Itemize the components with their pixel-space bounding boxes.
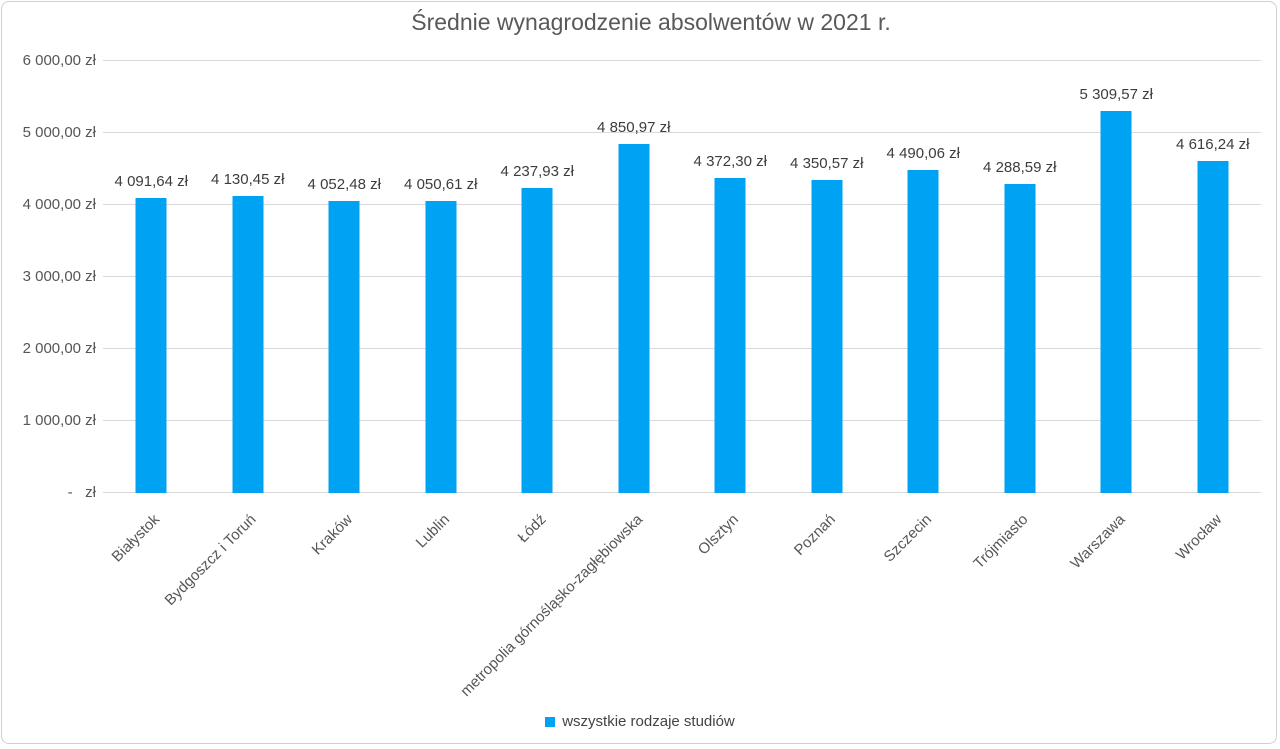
y-axis: - zł 1 000,00 zł 2 000,00 zł 3 000,00 zł 4 0…	[0, 52, 96, 501]
category-label: Trójmiasto	[970, 511, 1032, 573]
bar-slot: 5 309,57 zł	[1068, 61, 1165, 493]
bar-value-label: 4 372,30 zł	[693, 153, 767, 171]
bar-slot: 4 372,30 zł	[682, 61, 779, 493]
y-tick-label: 2 000,00 zł	[22, 340, 96, 357]
category-label: Olsztyn	[694, 511, 743, 559]
bar	[1197, 160, 1229, 493]
bar	[618, 143, 650, 493]
bar-slot: 4 091,64 zł	[103, 61, 200, 493]
gridline	[103, 420, 1261, 421]
bar	[1004, 184, 1036, 493]
y-tick-label: 4 000,00 zł	[22, 196, 96, 213]
y-tick-label: 1 000,00 zł	[22, 412, 96, 429]
bar-slot: 4 130,45 zł	[200, 61, 297, 493]
bar	[714, 178, 746, 493]
bar-slot: 4 237,93 zł	[489, 61, 586, 493]
category-label: Warszawa	[1067, 511, 1129, 573]
y-tick-label: - zł	[67, 484, 96, 501]
bar-value-label: 4 616,24 zł	[1176, 135, 1250, 153]
bar-value-label: 4 288,59 zł	[983, 159, 1057, 177]
bar-slot: 4 350,57 zł	[779, 61, 876, 493]
bar-value-label: 4 490,06 zł	[886, 144, 960, 162]
gridline	[103, 348, 1261, 349]
category-label: Łódź	[514, 511, 550, 547]
legend: wszystkie rodzaje studiów	[0, 713, 1280, 730]
category-label: Bydgoszcz i Toruń	[161, 511, 260, 609]
legend-swatch-icon	[545, 716, 556, 727]
bar-slot: 4 288,59 zł	[972, 61, 1069, 493]
bar-slot: 4 052,48 zł	[296, 61, 393, 493]
category-label: Białystok	[108, 511, 164, 566]
bar-value-label: 4 050,61 zł	[404, 176, 478, 194]
bar-value-label: 4 130,45 zł	[211, 170, 285, 188]
bar	[521, 187, 553, 493]
gridline	[103, 204, 1261, 205]
bar-value-label: 4 350,57 zł	[790, 154, 864, 172]
gridline	[103, 60, 1261, 61]
plot-area: 4 091,64 zł 4 130,45 zł 4 052,48 zł 4 050,6…	[103, 60, 1261, 493]
bar	[425, 201, 457, 493]
category-label: Wrocław	[1172, 511, 1225, 564]
bar-value-label: 5 309,57 zł	[1079, 85, 1153, 103]
bar	[328, 201, 360, 493]
bar-value-label: 4 091,64 zł	[114, 173, 188, 191]
y-tick-label: 5 000,00 zł	[22, 124, 96, 141]
category-label: Szczecin	[880, 511, 936, 566]
bar	[135, 198, 167, 493]
x-axis: Białystok Bydgoszcz i Toruń Kraków Lublin Łó…	[103, 493, 1261, 713]
category-label: Poznań	[790, 511, 839, 559]
bar	[232, 195, 264, 493]
category-label: Kraków	[308, 511, 357, 559]
gridline	[103, 492, 1261, 493]
category-label: metropolia górnośląsko-zagłębiowska	[456, 511, 646, 700]
bar-value-label: 4 052,48 zł	[307, 176, 381, 194]
bar-slot: 4 616,24 zł	[1165, 61, 1262, 493]
bar-value-label: 4 850,97 zł	[597, 118, 671, 136]
bar-slot: 4 850,97 zł	[586, 61, 683, 493]
category-label: Lublin	[412, 511, 453, 552]
bar	[811, 179, 843, 493]
bar-slot: 4 490,06 zł	[875, 61, 972, 493]
bars-row: 4 091,64 zł 4 130,45 zł 4 052,48 zł 4 050,6…	[103, 61, 1261, 493]
bar-slot: 4 050,61 zł	[393, 61, 490, 493]
bar	[1100, 110, 1132, 493]
gridline	[103, 132, 1261, 133]
y-tick-label: 6 000,00 zł	[22, 52, 96, 69]
legend-label: wszystkie rodzaje studiów	[562, 713, 735, 730]
bar	[907, 169, 939, 493]
chart-title: Średnie wynagrodzenie absolwentów w 2021…	[411, 9, 891, 35]
gridline	[103, 276, 1261, 277]
y-tick-label: 3 000,00 zł	[22, 268, 96, 285]
bar-value-label: 4 237,93 zł	[500, 162, 574, 180]
